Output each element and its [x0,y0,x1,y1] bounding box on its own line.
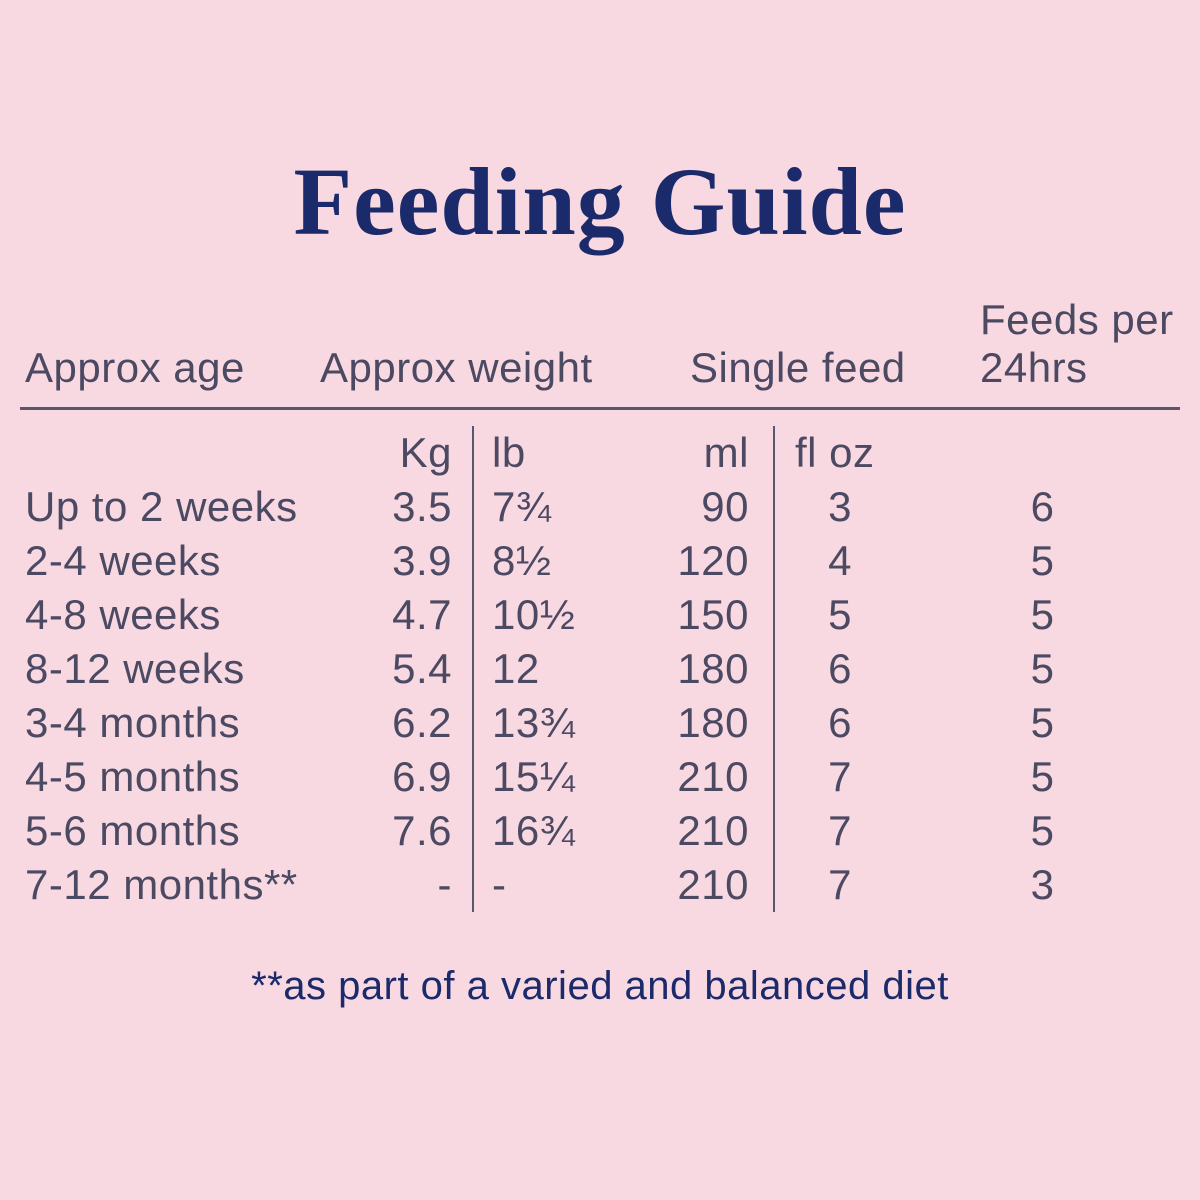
cell-feed-floz: 6 [773,695,905,750]
table-row: 3-4 months 6.2 13¾ 180 6 5 [20,695,1180,750]
cell-feed-ml: 180 [677,698,749,746]
cell-weight-lb: 7¾ [472,479,640,534]
cell-feeds-per-day: 3 [1030,860,1055,908]
cell-weight-kg: 4.7 [392,590,452,638]
cell-feed-ml: 150 [677,590,749,638]
cell-weight-kg: 3.5 [392,482,452,530]
cell-feeds-per-day: 6 [1030,482,1055,530]
table-body: Up to 2 weeks 3.5 7¾ 90 3 6 2-4 weeks 3.… [20,479,1180,912]
cell-feeds-per-day: 5 [1030,644,1055,692]
table-row: Up to 2 weeks 3.5 7¾ 90 3 6 [20,479,1180,534]
cell-feed-floz: 7 [773,803,905,858]
page-title: Feeding Guide [293,148,907,255]
unit-spacer [20,426,350,480]
unit-lb-label: lb [472,425,640,480]
cell-feeds-per-day: 5 [1030,698,1055,746]
cell-approx-age: 8-12 weeks [25,644,245,692]
table-row: 4-8 weeks 4.7 10½ 150 5 5 [20,587,1180,642]
cell-feed-ml: 180 [677,644,749,692]
cell-approx-age: 4-8 weeks [25,590,221,638]
feeds-per-line2: 24hrs [980,344,1088,392]
table-row: 8-12 weeks 5.4 12 180 6 5 [20,641,1180,696]
cell-weight-lb: 10½ [472,587,640,642]
cell-feed-ml: 120 [677,536,749,584]
cell-weight-lb: 15¼ [472,749,640,804]
cell-approx-age: 2-4 weeks [25,536,221,584]
cell-weight-lb: 13¾ [472,695,640,750]
cell-feed-floz: 3 [773,479,905,534]
cell-weight-kg: 5.4 [392,644,452,692]
cell-weight-kg: - [437,860,452,908]
cell-approx-age: 4-5 months [25,752,241,800]
cell-feeds-per-day: 5 [1030,590,1055,638]
cell-feed-floz: 7 [773,857,905,912]
cell-approx-age: 7-12 months** [25,860,298,908]
cell-feed-ml: 210 [677,860,749,908]
cell-approx-age: 3-4 months [25,698,241,746]
column-header-approx-age: Approx age [25,344,245,392]
cell-feed-ml: 210 [677,752,749,800]
cell-weight-lb: - [472,857,640,912]
cell-weight-lb: 12 [472,641,640,696]
table-header-row: Approx age Approx weight Single feed Fee… [20,296,1180,410]
table-row: 7-12 months** - - 210 7 3 [20,857,1180,912]
unit-ml-label: ml [703,428,749,476]
cell-weight-lb: 8½ [472,533,640,588]
column-header-single-feed: Single feed [690,344,906,392]
cell-feed-floz: 5 [773,587,905,642]
footnote: **as part of a varied and balanced diet [251,964,949,1008]
cell-feeds-per-day: 5 [1030,752,1055,800]
cell-feeds-per-day: 5 [1030,806,1055,854]
cell-feeds-per-day: 5 [1030,536,1055,584]
feeding-table: Approx age Approx weight Single feed Fee… [20,296,1180,912]
column-header-feeds-per-24hrs: Feeds per 24hrs [975,296,1180,393]
table-row: 2-4 weeks 3.9 8½ 120 4 5 [20,533,1180,588]
cell-weight-kg: 3.9 [392,536,452,584]
cell-weight-kg: 7.6 [392,806,452,854]
cell-feed-floz: 4 [773,533,905,588]
cell-approx-age: Up to 2 weeks [25,482,298,530]
cell-weight-lb: 16¾ [472,803,640,858]
unit-kg-label: Kg [399,428,452,476]
table-row: 4-5 months 6.9 15¼ 210 7 5 [20,749,1180,804]
feeds-per-line1: Feeds per [980,296,1174,343]
units-row: Kg lb ml fl oz [20,425,1180,480]
cell-feed-ml: 90 [701,482,749,530]
cell-feed-floz: 7 [773,749,905,804]
cell-feed-floz: 6 [773,641,905,696]
column-header-approx-weight: Approx weight [320,344,593,392]
cell-weight-kg: 6.2 [392,698,452,746]
cell-feed-ml: 210 [677,806,749,854]
unit-floz-label: fl oz [773,425,905,480]
cell-approx-age: 5-6 months [25,806,241,854]
table-row: 5-6 months 7.6 16¾ 210 7 5 [20,803,1180,858]
cell-weight-kg: 6.9 [392,752,452,800]
unit-spacer [905,426,1180,480]
